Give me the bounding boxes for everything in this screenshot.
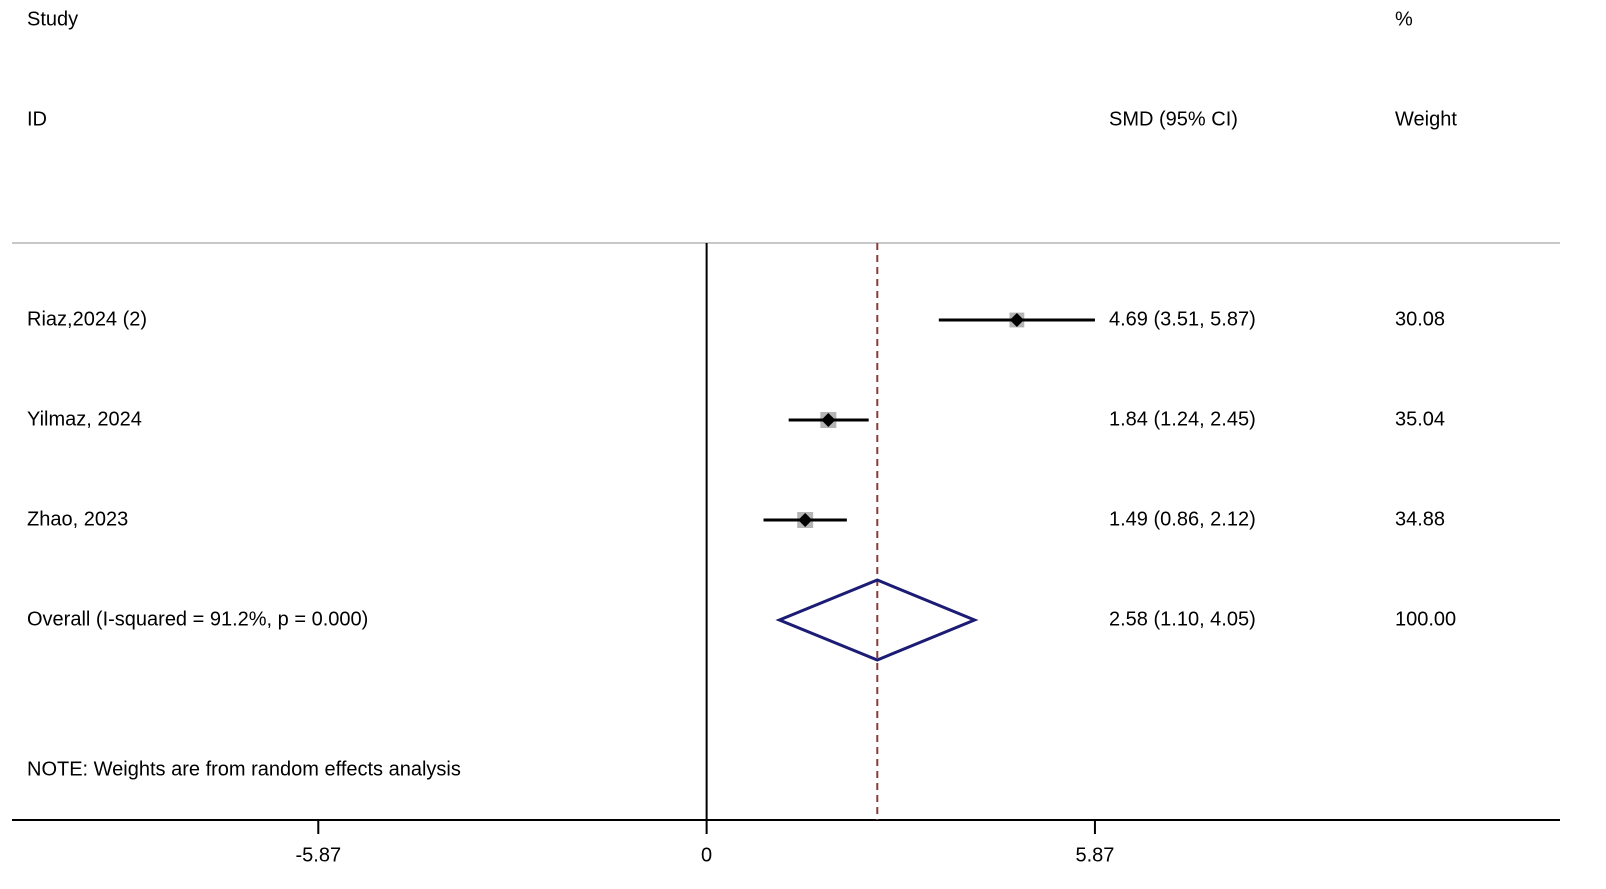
header-weight: Weight (1395, 108, 1457, 130)
point-estimate (821, 413, 836, 427)
header-study: Study (27, 8, 78, 30)
study-label: Yilmaz, 2024 (27, 408, 142, 430)
effect-label: 4.69 (3.51, 5.87) (1109, 308, 1256, 330)
header-id: ID (27, 108, 47, 130)
x-tick-label: 0 (701, 844, 712, 866)
header-pct: % (1395, 8, 1413, 30)
overall-diamond (775, 578, 979, 662)
header-effect: SMD (95% CI) (1109, 108, 1238, 130)
effect-label: 1.49 (0.86, 2.12) (1109, 508, 1256, 530)
overall-weight-label: 100.00 (1395, 608, 1456, 630)
overall-label: Overall (I-squared = 91.2%, p = 0.000) (27, 608, 368, 630)
study-label: Zhao, 2023 (27, 508, 128, 530)
weight-label: 34.88 (1395, 508, 1445, 530)
note: NOTE: Weights are from random effects an… (27, 758, 461, 780)
point-estimate (798, 513, 813, 527)
weight-label: 30.08 (1395, 308, 1445, 330)
study-label: Riaz,2024 (2) (27, 308, 147, 330)
point-estimate (1009, 313, 1024, 327)
x-tick-label: -5.87 (295, 844, 341, 866)
overall-effect-label: 2.58 (1.10, 4.05) (1109, 608, 1256, 630)
effect-label: 1.84 (1.24, 2.45) (1109, 408, 1256, 430)
weight-label: 35.04 (1395, 408, 1445, 430)
x-tick-label: 5.87 (1075, 844, 1114, 866)
